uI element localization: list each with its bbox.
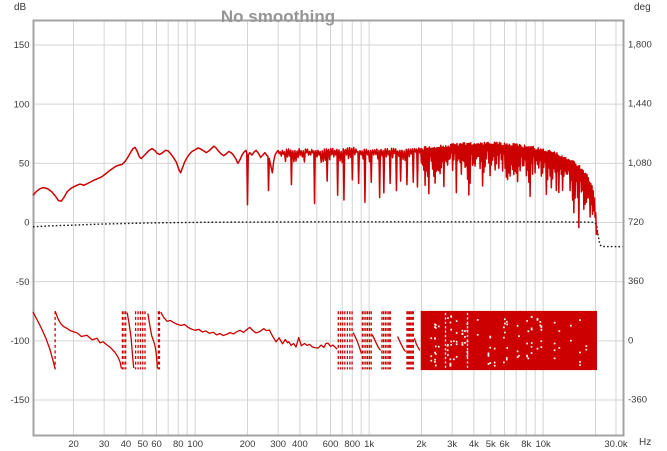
- svg-text:-50: -50: [16, 277, 30, 288]
- plot-border: [32, 19, 625, 437]
- svg-text:800: 800: [344, 439, 360, 450]
- svg-text:1,800: 1,800: [628, 40, 652, 51]
- svg-text:360: 360: [628, 276, 644, 287]
- svg-text:3k: 3k: [447, 439, 457, 450]
- svg-text:2k: 2k: [416, 439, 426, 450]
- deg-axis-unit-label: deg: [634, 2, 651, 13]
- svg-text:20: 20: [68, 439, 79, 450]
- svg-text:1k: 1k: [364, 439, 374, 450]
- phase-trace: [32, 310, 597, 371]
- svg-text:1,080: 1,080: [628, 158, 652, 169]
- svg-text:30.0k: 30.0k: [604, 439, 627, 450]
- svg-text:150: 150: [14, 40, 30, 51]
- svg-text:50: 50: [19, 159, 30, 170]
- svg-text:400: 400: [292, 439, 308, 450]
- gridlines: [33, 20, 624, 436]
- svg-text:-360: -360: [628, 395, 647, 406]
- svg-text:6k: 6k: [499, 439, 509, 450]
- y-axis-left-tick-labels: 150 100 50 0 -50 -100 -150: [10, 40, 29, 406]
- svg-text:8k: 8k: [521, 439, 531, 450]
- svg-text:0: 0: [628, 335, 633, 346]
- svg-text:10k: 10k: [535, 439, 551, 450]
- svg-text:100: 100: [14, 99, 30, 110]
- svg-text:80: 80: [173, 439, 184, 450]
- svg-text:300: 300: [270, 439, 286, 450]
- svg-text:0: 0: [24, 218, 29, 229]
- svg-text:-150: -150: [10, 395, 29, 406]
- svg-text:-100: -100: [10, 336, 29, 347]
- magnitude-trace: [32, 141, 599, 236]
- x-axis-tick-labels: 20 30 40 50 60 80 100 200 300 400 600 800 1k 2k 3k 4k 5k…: [68, 439, 628, 450]
- svg-text:40: 40: [121, 439, 132, 450]
- db-axis-unit-label: dB: [14, 2, 27, 13]
- svg-text:200: 200: [240, 439, 256, 450]
- svg-text:100: 100: [187, 439, 203, 450]
- hz-axis-unit-label: Hz: [639, 437, 652, 448]
- svg-text:30: 30: [99, 439, 110, 450]
- svg-text:60: 60: [151, 439, 162, 450]
- reference-dotted-line: [32, 221, 623, 248]
- svg-text:50: 50: [137, 439, 148, 450]
- svg-text:5k: 5k: [486, 439, 496, 450]
- chart-title: No smoothing: [220, 7, 336, 26]
- svg-text:4k: 4k: [469, 439, 479, 450]
- svg-text:720: 720: [628, 217, 644, 228]
- svg-text:600: 600: [323, 439, 339, 450]
- svg-text:1,440: 1,440: [628, 99, 652, 110]
- y-axis-right-tick-labels: 1,800 1,440 1,080 720 360 0 -360: [628, 40, 652, 406]
